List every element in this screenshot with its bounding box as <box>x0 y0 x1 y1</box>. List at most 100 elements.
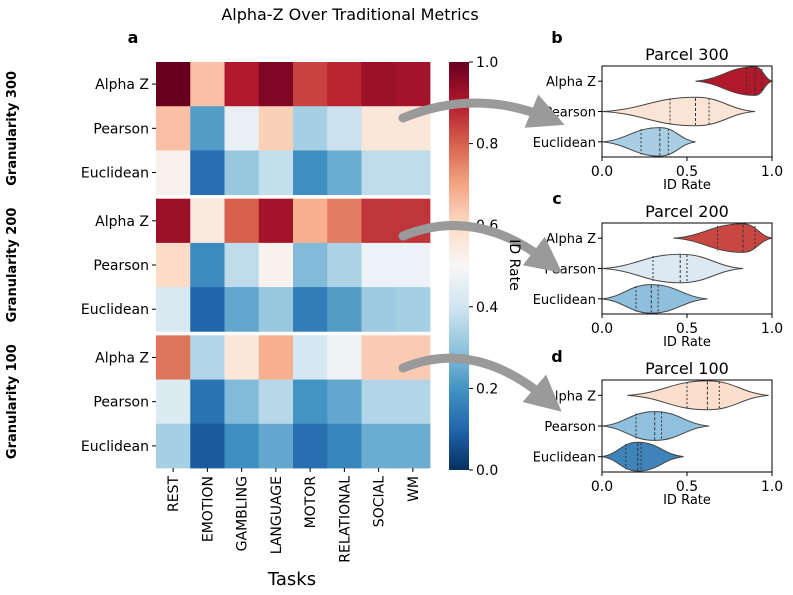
heatmap-column-label: SOCIAL <box>372 476 388 527</box>
panel-label-b: b <box>551 28 562 47</box>
heatmap-cell <box>395 150 431 196</box>
heatmap-cell <box>327 379 362 425</box>
violin-series-label: Alpha Z <box>546 389 596 404</box>
figure-title: Alpha-Z Over Traditional Metrics <box>221 5 478 24</box>
heatmap-column-label: LANGUAGE <box>269 476 285 554</box>
panel-label-a: a <box>128 28 139 47</box>
heatmap-row-label: Pearson <box>93 395 149 411</box>
violin-panels: Parcel 300 Alpha Z Pearson Euclidean 0.0 0.5 1… <box>533 45 783 508</box>
heatmap-cell <box>361 150 397 196</box>
heatmap-cell <box>258 287 294 332</box>
heatmap-cell <box>293 242 328 288</box>
colorbar-tick-label: 0.4 <box>476 300 498 316</box>
granularity-group-label: Granularity 300 <box>5 71 20 186</box>
heatmap-cell <box>224 287 260 332</box>
colorbar-tick-label: 1.0 <box>476 55 498 71</box>
violin-shape <box>601 284 708 314</box>
heatmap-cell <box>224 379 260 425</box>
heatmap-cell <box>224 242 260 288</box>
heatmap-cell <box>190 287 225 332</box>
violin-x-tick-label: 0.0 <box>591 479 613 495</box>
heatmap: Alpha Z Pearson Euclidean Alpha Z Pearson Euc… <box>5 62 431 563</box>
violin-shape <box>601 96 756 127</box>
heatmap-cell <box>258 335 294 380</box>
violin-series-label: Euclidean <box>533 451 596 466</box>
heatmap-cell <box>395 423 431 469</box>
heatmap-cell <box>156 106 191 151</box>
violin-panel: Parcel 100 Alpha Z Pearson Euclidean 0.0 0.5 1… <box>533 359 783 508</box>
heatmap-cell <box>190 242 225 288</box>
heatmap-cell <box>361 242 397 288</box>
colorbar-gradient <box>449 62 469 470</box>
violin-panel-title: Parcel 100 <box>645 359 729 378</box>
heatmap-cell <box>361 62 397 107</box>
heatmap-cell <box>395 242 431 288</box>
heatmap-cell <box>190 423 225 469</box>
violin-panel-title: Parcel 200 <box>645 202 729 221</box>
heatmap-cell <box>258 150 294 196</box>
violin-shape <box>673 223 773 253</box>
heatmap-cell <box>224 335 260 380</box>
heatmap-cell <box>293 379 328 425</box>
heatmap-cell <box>224 150 260 196</box>
heatmap-cell <box>258 242 294 288</box>
violin-shape <box>601 441 684 472</box>
heatmap-cell <box>361 379 397 425</box>
heatmap-cell <box>258 106 294 151</box>
heatmap-cell <box>395 379 431 425</box>
heatmap-cell <box>293 198 328 244</box>
violin-x-tick-label: 0.5 <box>676 479 698 495</box>
heatmap-cell <box>293 150 328 196</box>
heatmap-cell <box>327 335 362 380</box>
violin-x-axis-label: ID Rate <box>663 493 711 508</box>
violin-series-label: Alpha Z <box>546 75 596 90</box>
connector-arrow <box>398 94 565 128</box>
heatmap-cell <box>156 287 191 332</box>
violin-x-axis-label: ID Rate <box>663 335 711 350</box>
heatmap-cell <box>293 106 328 151</box>
heatmap-x-axis-label: Tasks <box>267 569 316 590</box>
heatmap-cell <box>224 423 260 469</box>
violin-panel: Parcel 200 Alpha Z Pearson Euclidean 0.0 0.5 1… <box>533 202 783 350</box>
heatmap-cell <box>224 198 260 244</box>
violin-series-label: Euclidean <box>533 293 596 308</box>
heatmap-cell <box>327 242 362 288</box>
heatmap-cell <box>190 106 225 151</box>
heatmap-cell <box>361 335 397 380</box>
heatmap-cell <box>327 287 362 332</box>
violin-shape <box>627 380 769 411</box>
heatmap-row-label: Pearson <box>93 121 149 137</box>
colorbar-tick-label: 0.2 <box>476 381 498 397</box>
heatmap-row-label: Euclidean <box>81 439 149 455</box>
violin-x-tick-label: 0.5 <box>676 321 698 337</box>
colorbar-label: ID Rate <box>506 239 522 290</box>
heatmap-column-label: MOTOR <box>303 476 319 529</box>
heatmap-column-label: WM <box>406 476 422 502</box>
heatmap-row-label: Alpha Z <box>95 350 149 366</box>
heatmap-cell <box>224 106 260 151</box>
heatmap-cell <box>395 62 431 107</box>
colorbar-tick-label: 0.8 <box>476 137 498 153</box>
heatmap-cell <box>190 335 225 380</box>
heatmap-cell <box>156 150 191 196</box>
violin-x-tick-label: 1.0 <box>761 479 783 495</box>
violin-shape <box>601 253 744 284</box>
heatmap-cell <box>190 198 225 244</box>
violin-series-label: Pearson <box>544 420 596 435</box>
heatmap-cell <box>327 423 362 469</box>
heatmap-cell <box>327 62 362 107</box>
heatmap-column-label: GAMBLING <box>235 476 251 551</box>
heatmap-cell <box>156 62 191 107</box>
heatmap-cell <box>361 198 397 244</box>
violin-x-tick-label: 0.5 <box>676 164 698 180</box>
heatmap-row-label: Alpha Z <box>95 214 149 230</box>
violin-x-axis-label: ID Rate <box>663 178 711 193</box>
violin-panel-title: Parcel 300 <box>645 45 729 64</box>
violin-x-tick-label: 1.0 <box>761 164 783 180</box>
heatmap-cell <box>190 379 225 425</box>
heatmap-cell <box>395 287 431 332</box>
violin-shape <box>601 127 696 157</box>
colorbar: 0.00.20.40.60.81.0 <box>449 55 498 479</box>
heatmap-cell <box>156 335 191 380</box>
